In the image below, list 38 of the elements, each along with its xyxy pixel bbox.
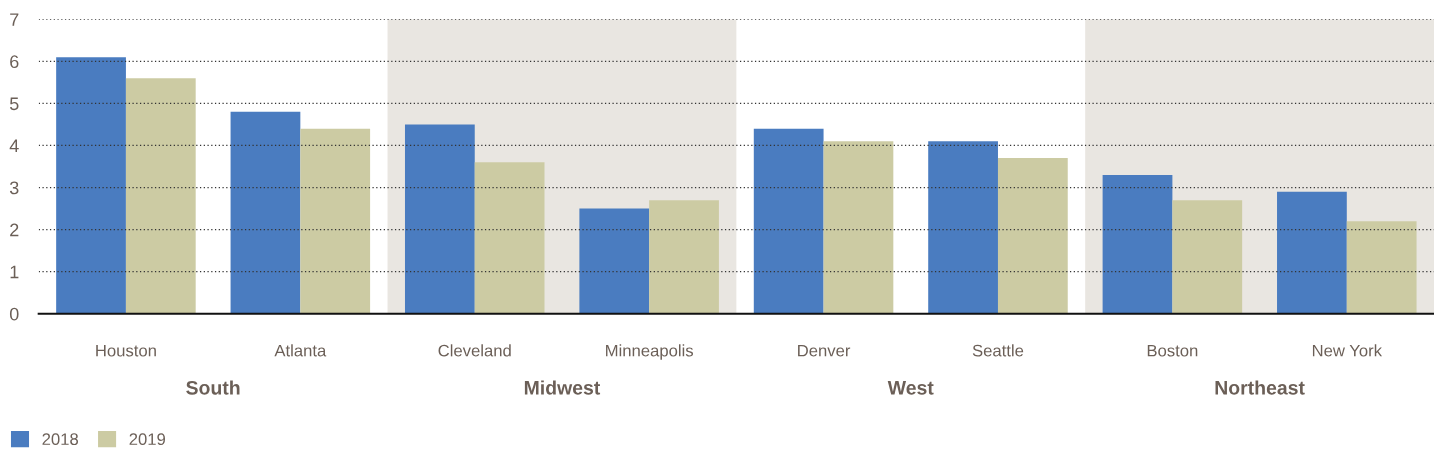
x-tick-label: Denver bbox=[798, 344, 851, 357]
bar bbox=[56, 57, 126, 314]
bar bbox=[997, 158, 1068, 314]
x-tick-label: Cleveland bbox=[438, 344, 511, 357]
text: Northeast bbox=[1215, 380, 1305, 395]
legend-label: 2018 bbox=[42, 433, 79, 446]
x-tick-label: Atlanta bbox=[274, 344, 327, 357]
bar bbox=[125, 78, 196, 314]
text: South bbox=[186, 380, 240, 395]
bar bbox=[230, 111, 301, 314]
y-tick-label: 3 bbox=[9, 181, 19, 195]
bar bbox=[928, 141, 998, 314]
bar bbox=[1277, 191, 1347, 314]
bar bbox=[1346, 221, 1417, 314]
bar bbox=[823, 141, 894, 314]
bar bbox=[753, 128, 824, 314]
bar bbox=[404, 124, 475, 314]
y-tick-label: 5 bbox=[9, 97, 19, 111]
legend-label: 2019 bbox=[129, 433, 166, 446]
bar bbox=[649, 200, 719, 314]
x-tick-label: Houston bbox=[96, 344, 156, 357]
y-tick-label: 1 bbox=[10, 265, 19, 279]
bar bbox=[474, 162, 545, 314]
text: Midwest bbox=[524, 380, 601, 395]
y-tick-label: 2 bbox=[10, 223, 19, 237]
bar bbox=[579, 208, 650, 314]
x-tick-label: Seattle bbox=[972, 344, 1024, 357]
y-tick-label: 4 bbox=[9, 139, 19, 153]
x-tick-label: New York bbox=[1312, 344, 1383, 357]
y-tick-label: 6 bbox=[10, 55, 19, 69]
x-tick-label: Minneapolis bbox=[606, 344, 694, 360]
text: West bbox=[887, 381, 934, 395]
y-tick-label: 0 bbox=[9, 307, 19, 321]
bar bbox=[1102, 174, 1173, 314]
bar bbox=[1172, 200, 1243, 314]
x-tick-label: Boston bbox=[1147, 344, 1198, 357]
bar bbox=[300, 128, 371, 314]
y-tick-label: 7 bbox=[10, 13, 19, 26]
